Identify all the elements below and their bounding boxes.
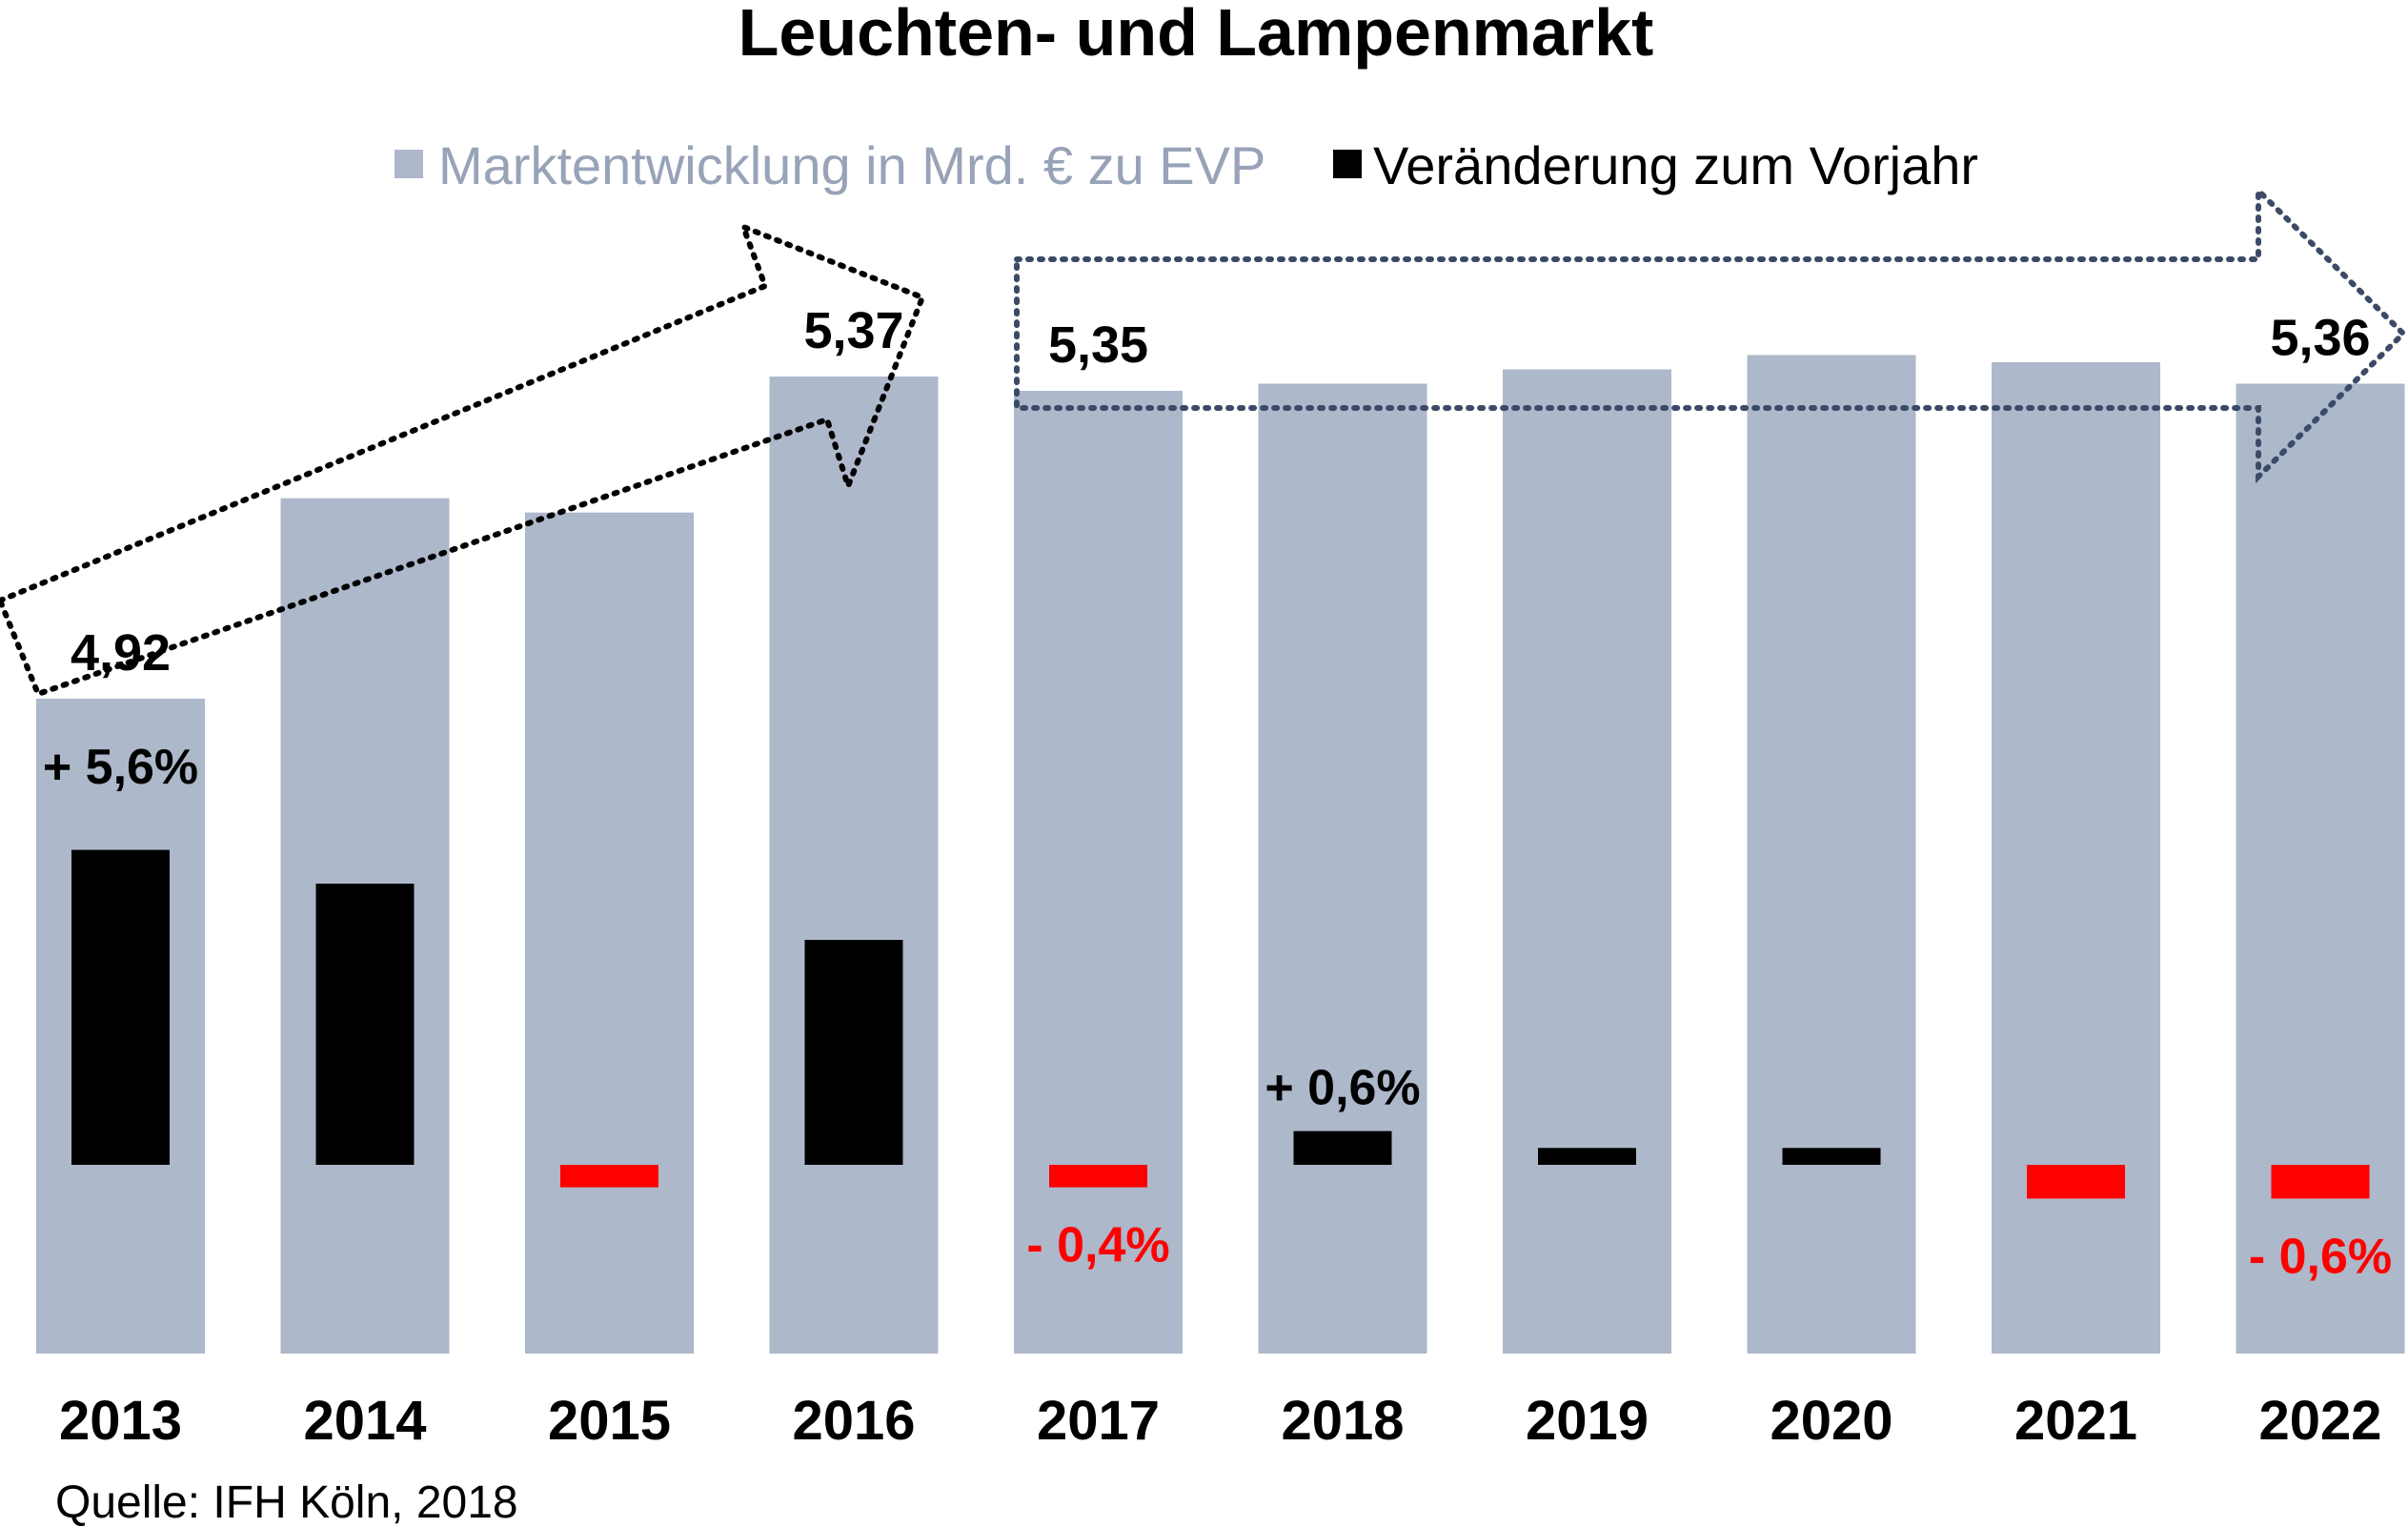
change-bar-2018 [1293,1131,1392,1165]
change-bars [71,849,2370,1199]
x-tick-label-2021: 2021 [2014,1390,2137,1452]
legend-market-swatch [395,150,423,178]
change-bar-2016 [804,940,903,1165]
market-bar-2021 [1992,361,2160,1354]
x-tick-label-2015: 2015 [548,1390,671,1452]
market-bar-2022 [2236,383,2405,1354]
market-value-label-2016: 5,37 [803,302,903,359]
x-tick-label-2022: 2022 [2258,1390,2381,1452]
x-tick-label-2016: 2016 [792,1390,915,1452]
change-value-label-2018: + 0,6% [1265,1061,1420,1116]
market-bar-2017 [1014,391,1183,1354]
x-tick-label-2017: 2017 [1037,1390,1160,1452]
change-bar-2013 [71,849,170,1165]
change-value-labels: + 5,6% - 0,4% + 0,6% - 0,6% [43,740,2392,1284]
market-bar-2016 [769,377,939,1354]
source-note: Quelle: IFH Köln, 2018 [55,1477,518,1528]
chart-title: Leuchten- und Lampenmarkt [739,0,1654,70]
change-bar-2015 [560,1165,658,1188]
market-value-label-2013: 4,92 [71,624,171,682]
market-bar-2020 [1747,355,1916,1354]
market-bar-2015 [525,512,694,1354]
market-bars [36,355,2405,1354]
trend-arrow-rising [0,221,926,698]
change-value-label-2017: - 0,4% [1026,1218,1169,1273]
change-bar-2020 [1782,1148,1881,1165]
x-tick-label-2013: 2013 [59,1390,182,1452]
x-tick-label-2020: 2020 [1770,1390,1892,1452]
market-bar-2019 [1503,369,1671,1354]
change-bar-2021 [2027,1165,2125,1199]
change-bar-2022 [2271,1165,2370,1199]
legend-change-label: Veränderung zum Vorjahr [1373,135,1978,195]
change-value-label-2022: - 0,6% [2249,1229,2392,1284]
market-value-labels: 4,92 5,37 5,35 5,36 [71,302,2371,682]
market-value-label-2017: 5,35 [1048,316,1148,374]
change-bar-2019 [1538,1148,1636,1165]
change-bar-2014 [315,884,415,1165]
market-bar-2018 [1258,383,1427,1354]
x-tick-label-2018: 2018 [1281,1390,1404,1452]
legend-market-label: Marktentwicklung in Mrd. € zu EVP [438,135,1265,195]
x-tick-label-2014: 2014 [303,1390,426,1452]
x-tick-label-2019: 2019 [1526,1390,1649,1452]
market-value-label-2022: 5,36 [2270,310,2370,367]
trend-arrow-flat [1014,183,2408,484]
legend: Marktentwicklung in Mrd. € zu EVP Veränd… [395,135,1978,195]
change-bar-2017 [1049,1165,1147,1188]
change-value-label-2013: + 5,6% [43,740,198,795]
x-axis-labels: 2013 2014 2015 2016 2017 2018 2019 2020 2021 2022 [59,1390,2382,1452]
legend-change-swatch [1333,150,1362,178]
